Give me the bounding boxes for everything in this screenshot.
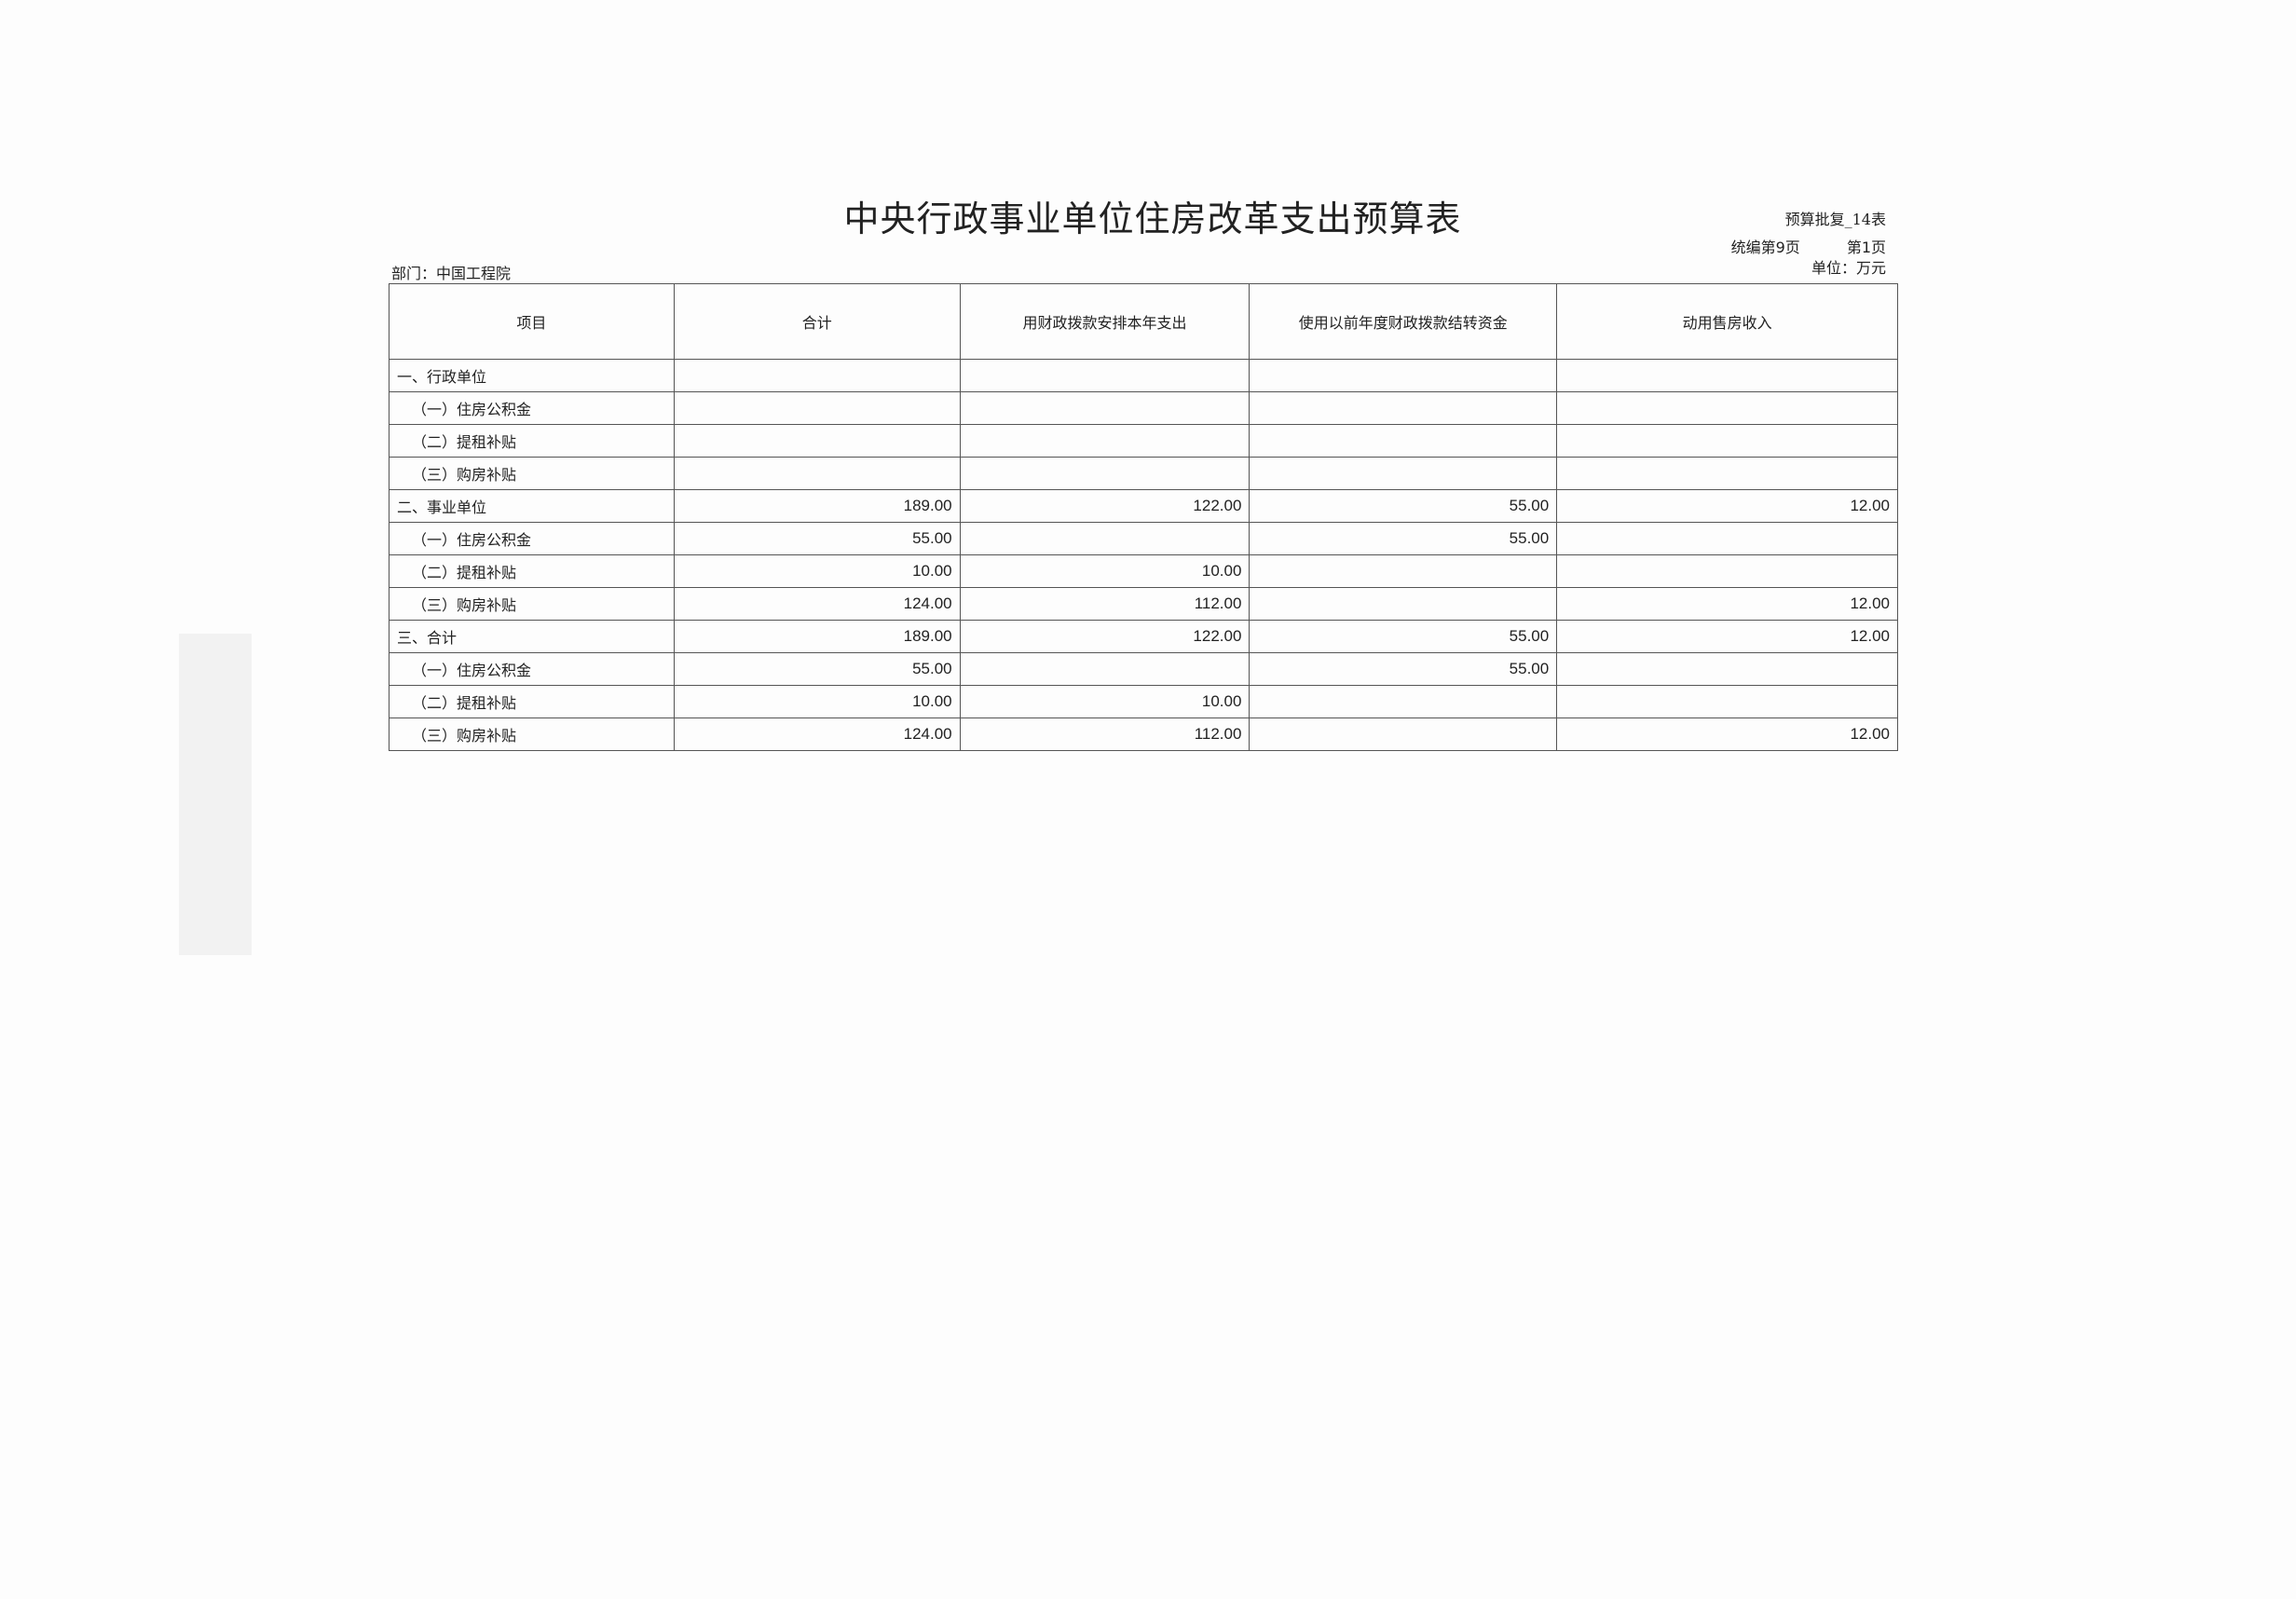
column-header: 使用以前年度财政拨款结转资金 [1249, 283, 1558, 360]
value-cell: 55.00 [1249, 489, 1558, 523]
table-header-row: 项目 合计 用财政拨款安排本年支出 使用以前年度财政拨款结转资金 动用售房收入 [389, 283, 1898, 360]
value-cell [1249, 424, 1558, 458]
value-cell: 10.00 [959, 554, 1250, 588]
row-item-label: 二、事业单位 [389, 489, 675, 523]
table-row: 二、事业单位 189.00 122.00 55.00 12.00 [389, 489, 1898, 523]
value-cell [1249, 359, 1558, 392]
value-cell [673, 391, 961, 425]
budget-table: 项目 合计 用财政拨款安排本年支出 使用以前年度财政拨款结转资金 动用售房收入 一、行政… [389, 283, 1898, 751]
value-cell: 55.00 [1249, 620, 1558, 653]
value-cell: 122.00 [959, 489, 1250, 523]
table-row: （三）购房补贴 [389, 457, 1898, 490]
table-row: 三、合计 189.00 122.00 55.00 12.00 [389, 620, 1898, 653]
table-row: （二）提租补贴 [389, 424, 1898, 458]
value-cell [673, 457, 961, 490]
value-cell [959, 391, 1250, 425]
value-cell: 55.00 [673, 522, 961, 555]
value-cell [1556, 359, 1898, 392]
department-label: 部门：中国工程院 [391, 265, 512, 282]
table-row: 一、行政单位 [389, 359, 1898, 392]
value-cell [1249, 457, 1558, 490]
value-cell: 10.00 [673, 554, 961, 588]
value-cell [1556, 457, 1898, 490]
value-cell: 124.00 [673, 587, 961, 621]
table-row: （二）提租补贴 10.00 10.00 [389, 685, 1898, 718]
row-item-label: （二）提租补贴 [389, 424, 675, 458]
value-cell: 112.00 [959, 587, 1250, 621]
table-row: （一）住房公积金 55.00 55.00 [389, 522, 1898, 555]
value-cell [1556, 554, 1898, 588]
value-cell [959, 522, 1250, 555]
value-cell: 10.00 [959, 685, 1250, 718]
value-cell: 122.00 [959, 620, 1250, 653]
value-cell [959, 424, 1250, 458]
column-header: 合计 [673, 283, 961, 360]
value-cell: 55.00 [673, 652, 961, 686]
form-number: 预算批复_14表 [1784, 211, 1886, 228]
value-cell: 112.00 [959, 718, 1250, 751]
value-cell [673, 359, 961, 392]
value-cell [959, 457, 1250, 490]
value-cell [1249, 554, 1558, 588]
value-cell [1556, 522, 1898, 555]
row-item-label: 三、合计 [389, 620, 675, 653]
value-cell: 10.00 [673, 685, 961, 718]
row-item-label: （三）购房补贴 [389, 718, 675, 751]
value-cell: 124.00 [673, 718, 961, 751]
table-row: （一）住房公积金 55.00 55.00 [389, 652, 1898, 686]
value-cell: 12.00 [1556, 489, 1898, 523]
value-cell: 55.00 [1249, 522, 1558, 555]
page-title: 中央行政事业单位住房改革支出预算表 [843, 198, 1462, 239]
value-cell: 12.00 [1556, 718, 1898, 751]
value-cell: 189.00 [673, 620, 961, 653]
compilation-page: 统编第9页 [1730, 239, 1800, 256]
value-cell [1249, 391, 1558, 425]
table-row: （二）提租补贴 10.00 10.00 [389, 554, 1898, 588]
page-info: 统编第9页 第1页 [1685, 235, 1886, 257]
page-number: 第1页 [1846, 239, 1886, 256]
value-cell [1249, 587, 1558, 621]
value-cell [1556, 652, 1898, 686]
unit-label: 单位：万元 [1811, 259, 1886, 277]
value-cell [959, 652, 1250, 686]
row-item-label: （二）提租补贴 [389, 685, 675, 718]
row-item-label: （一）住房公积金 [389, 391, 675, 425]
row-item-label: （三）购房补贴 [389, 587, 675, 621]
value-cell [1556, 685, 1898, 718]
value-cell: 189.00 [673, 489, 961, 523]
table-row: （三）购房补贴 124.00 112.00 12.00 [389, 718, 1898, 751]
row-item-label: （一）住房公积金 [389, 652, 675, 686]
value-cell [1249, 685, 1558, 718]
row-item-label: （二）提租补贴 [389, 554, 675, 588]
value-cell [959, 359, 1250, 392]
row-item-label: 一、行政单位 [389, 359, 675, 392]
value-cell [673, 424, 961, 458]
value-cell: 55.00 [1249, 652, 1558, 686]
row-item-label: （一）住房公积金 [389, 522, 675, 555]
scan-shadow [179, 634, 252, 955]
column-header: 动用售房收入 [1556, 283, 1898, 360]
value-cell [1556, 391, 1898, 425]
table-row: （三）购房补贴 124.00 112.00 12.00 [389, 587, 1898, 621]
value-cell [1556, 424, 1898, 458]
value-cell [1249, 718, 1558, 751]
column-header: 项目 [389, 283, 675, 360]
column-header: 用财政拨款安排本年支出 [959, 283, 1250, 360]
value-cell: 12.00 [1556, 620, 1898, 653]
row-item-label: （三）购房补贴 [389, 457, 675, 490]
value-cell: 12.00 [1556, 587, 1898, 621]
table-row: （一）住房公积金 [389, 391, 1898, 425]
